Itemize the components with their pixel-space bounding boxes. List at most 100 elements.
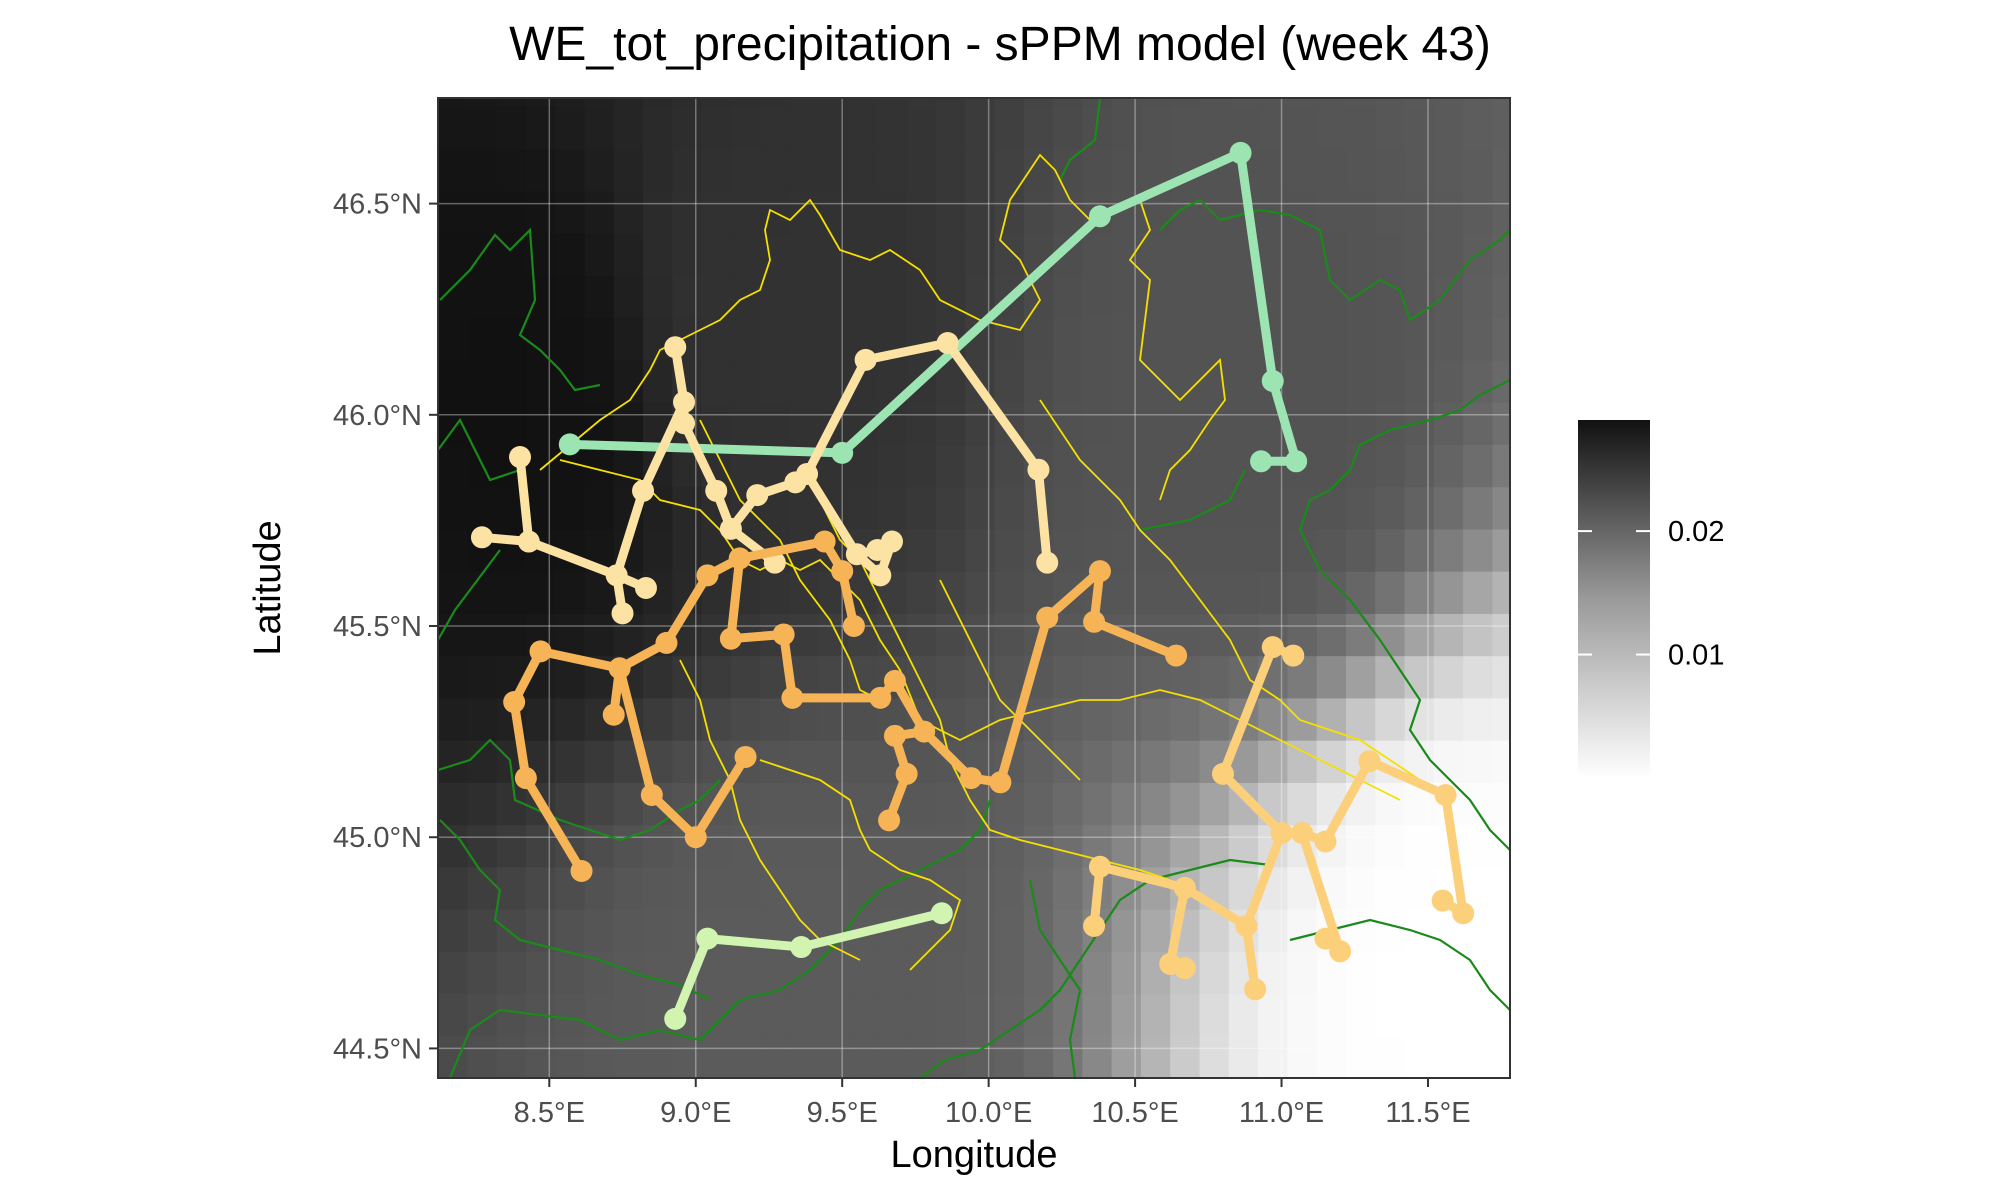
heatmap-cell [1053,866,1083,910]
trajectory-point [719,627,742,650]
heatmap-cell [906,486,937,530]
heatmap-cell [1111,402,1142,445]
heatmap-cell [555,359,586,403]
heatmap-cell [1345,106,1376,150]
heatmap-cell [467,359,498,403]
heatmap-cell [672,655,703,699]
trajectory-point [1088,205,1111,228]
heatmap-cell [1492,317,1510,361]
heatmap-cell [1375,824,1406,868]
trajectory-point [1165,644,1188,667]
trajectory-point [1431,889,1454,912]
heatmap-cell [877,148,908,192]
x-tick-label: 9.0°E [660,1097,731,1129]
heatmap-cell [730,951,761,995]
trajectory-1 [558,141,1308,473]
heatmap-cell [438,444,468,488]
trajectory-point [772,623,795,646]
heatmap-cell [1111,486,1142,530]
heatmap-cell [525,106,556,150]
heatmap-cell [1404,275,1435,319]
heatmap-cell [1111,1035,1142,1078]
trajectory-point [664,336,687,359]
y-axis: 44.5°N 45.0°N 45.5°N 46.0°N 46.5°N [333,189,438,1065]
heatmap-cell [467,275,498,319]
heatmap-cell [1463,528,1494,572]
heatmap-cell [584,613,615,657]
trajectory-point [883,724,906,747]
heatmap-cell [1199,655,1230,699]
heatmap-cell [730,98,761,108]
heatmap-cell [1287,740,1318,783]
heatmap-cell [1170,1035,1201,1078]
heatmap-cell [1492,866,1510,910]
heatmap-cell [555,233,586,277]
heatmap-cell [1375,275,1406,319]
heatmap-cell [789,98,820,108]
heatmap-cell [1463,697,1494,741]
heatmap-cell [1404,317,1435,361]
trajectory-point [509,446,532,469]
heatmap-cell [906,148,937,192]
trajectory-segment [1218,642,1278,779]
heatmap-cell [1375,1035,1406,1078]
heatmap-cell [1492,528,1510,572]
heatmap-cell [672,866,703,910]
heatmap-cell [1316,528,1347,572]
heatmap-cell [1287,993,1318,1037]
heatmap-cell [760,1035,791,1078]
heatmap-cell [613,909,644,952]
chart-title: WE_tot_precipitation - sPPM model (week … [509,18,1491,71]
heatmap-cell [613,782,644,826]
heatmap-cell [1023,317,1054,361]
heatmap-cell [848,782,878,826]
heatmap-cell [906,98,937,108]
green-border-line [439,819,711,1001]
heatmap-cell [965,782,996,826]
heatmap-cell [555,993,586,1037]
trajectory-segment [1042,566,1105,623]
y-tick-label: 45.5°N [333,611,422,643]
heatmap-cell [1492,993,1510,1037]
heatmap-cell [906,613,937,657]
heatmap-cell [1404,1035,1435,1078]
trajectory-point [831,441,854,464]
heatmap-cell [1375,993,1406,1037]
trajectory-segment [515,452,534,547]
trajectory-point [728,547,751,570]
heatmap-cell [818,740,849,783]
heatmap-cell [1053,782,1083,826]
heatmap-cell [1053,317,1083,361]
heatmap-cell [1111,571,1142,614]
heatmap-cell [1170,740,1201,783]
heatmap-cell [1082,655,1113,699]
colorbar-legend: 0.01 0.02 [1578,420,1724,778]
heatmap-cell [525,317,556,361]
heatmap-cell [1082,951,1113,995]
heatmap-cell [525,824,556,868]
heatmap-cell [1053,528,1083,572]
heatmap-cell [1492,824,1510,868]
heatmap-cell [1375,782,1406,826]
heatmap-cell [965,951,996,995]
heatmap-cell [467,402,498,445]
heatmap-cell [1140,233,1171,277]
heatmap-cell [584,909,615,952]
heatmap-cell [1228,98,1259,108]
heatmap-cell [730,106,761,150]
heatmap-cell [438,233,468,277]
heatmap-cell [1433,993,1464,1037]
heatmap-cell [467,106,498,150]
heatmap-cell [525,148,556,192]
colorbar [1578,420,1650,778]
heatmap-cell [1287,571,1318,614]
heatmap-cell [1287,275,1318,319]
heatmap-cell [1345,148,1376,192]
heatmap-cell [438,148,468,192]
heatmap-cell [701,697,732,741]
heatmap-cell [1375,909,1406,952]
heatmap-cell [1433,697,1464,741]
heatmap-cell [1082,233,1113,277]
heatmap-cell [1375,233,1406,277]
heatmap-cell [438,402,468,445]
